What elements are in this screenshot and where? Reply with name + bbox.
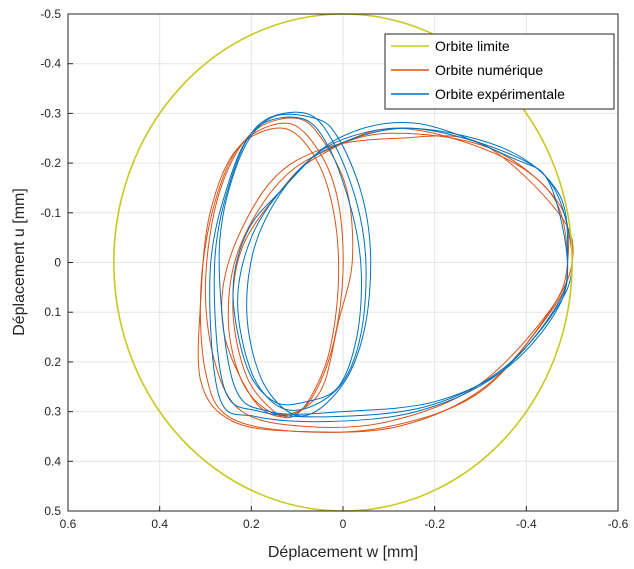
- legend-label: Orbite limite: [435, 38, 510, 54]
- y-tick-label: -0.2: [40, 156, 61, 170]
- orbite-numerique-line: [204, 117, 574, 428]
- y-tick-label: -0.3: [40, 106, 61, 120]
- orbite-experimentale-line: [218, 113, 569, 417]
- orbite-numerique-line: [197, 127, 569, 433]
- y-axis-label: Déplacement u [mm]: [11, 188, 28, 336]
- y-tick-label: -0.4: [40, 57, 61, 71]
- x-tick-label: -0.6: [608, 517, 629, 531]
- legend: Orbite limite Orbite numérique Orbite expé…: [384, 33, 615, 110]
- orbite-experimentale-line: [209, 116, 569, 423]
- x-tick-label: -0.2: [424, 517, 445, 531]
- y-tick-label: 0.1: [44, 305, 61, 319]
- y-axis-ticks: -0.5 -0.4 -0.3 -0.2 -0.1 0 0.1 0.2 0.3 0.4 0.5: [40, 7, 73, 518]
- orbite-experimentale-line: [213, 111, 573, 418]
- y-tick-label: 0.4: [44, 454, 61, 468]
- x-tick-label: 0.2: [243, 517, 260, 531]
- orbite-numerique-line: [199, 122, 570, 433]
- y-tick-label: -0.5: [40, 7, 61, 21]
- y-tick-label: -0.1: [40, 206, 61, 220]
- x-axis-label: Déplacement w [mm]: [268, 544, 418, 561]
- y-tick-label: 0: [54, 256, 61, 270]
- y-tick-label: 0.5: [44, 504, 61, 518]
- x-tick-label: 0.6: [60, 517, 77, 531]
- x-tick-label: -0.4: [516, 517, 537, 531]
- plot-series: [113, 13, 574, 512]
- x-tick-label: 0.4: [151, 517, 168, 531]
- x-axis-ticks: 0.6 0.4 0.2 0 -0.2 -0.4 -0.6: [60, 506, 629, 531]
- y-tick-label: 0.2: [44, 355, 61, 369]
- x-tick-label: 0: [340, 517, 347, 531]
- legend-label: Orbite numérique: [435, 62, 543, 78]
- y-tick-label: 0.3: [44, 405, 61, 419]
- legend-label: Orbite expérimentale: [435, 86, 565, 102]
